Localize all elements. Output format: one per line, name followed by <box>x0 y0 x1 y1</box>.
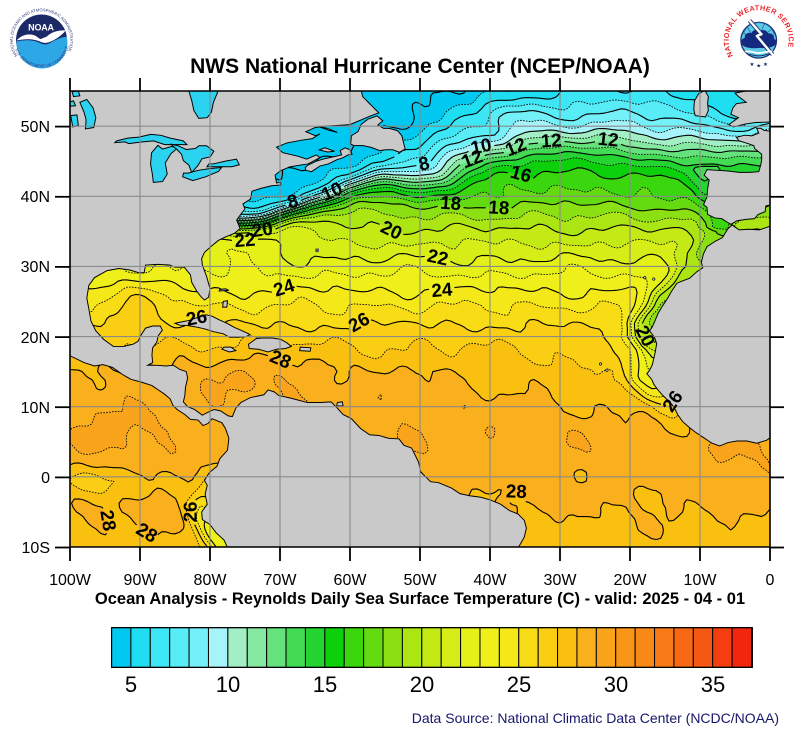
svg-text:10: 10 <box>469 134 494 159</box>
svg-text:8: 8 <box>416 152 431 175</box>
svg-text:18: 18 <box>488 196 510 218</box>
svg-text:★: ★ <box>750 61 755 68</box>
svg-text:★: ★ <box>756 63 761 70</box>
svg-text:28: 28 <box>506 480 527 502</box>
svg-text:12: 12 <box>597 128 620 151</box>
svg-text:24: 24 <box>430 278 453 301</box>
svg-text:★: ★ <box>763 61 768 68</box>
svg-text:18: 18 <box>440 192 462 214</box>
svg-text:22: 22 <box>425 245 450 270</box>
svg-text:22: 22 <box>234 229 256 252</box>
svg-text:26: 26 <box>184 305 208 330</box>
svg-text:NOAA: NOAA <box>28 23 54 33</box>
svg-text:12: 12 <box>540 129 562 151</box>
svg-text:26: 26 <box>180 501 201 522</box>
svg-text:20: 20 <box>250 218 274 242</box>
svg-text:8: 8 <box>285 190 301 213</box>
svg-text:28: 28 <box>96 508 120 532</box>
